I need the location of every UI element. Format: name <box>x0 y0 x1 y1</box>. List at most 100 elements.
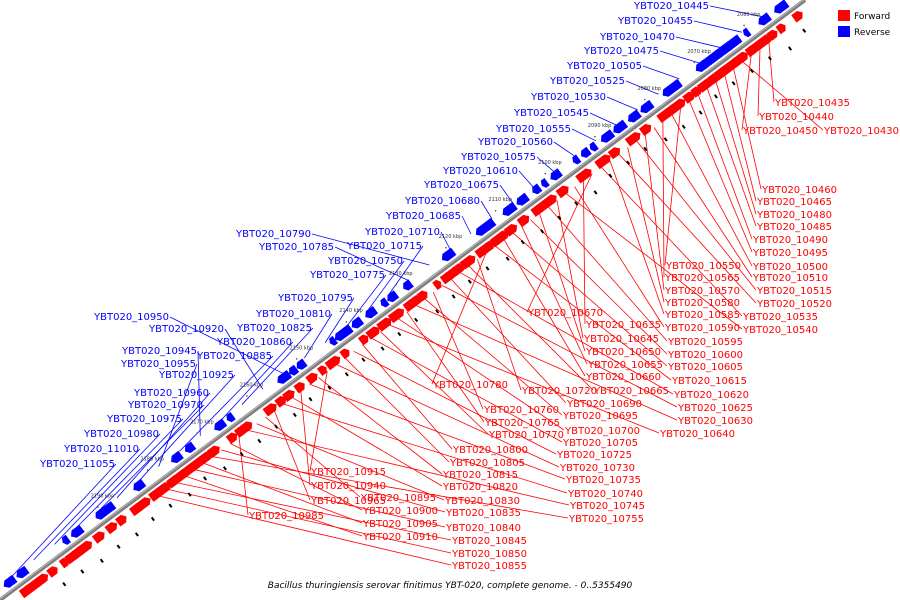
forward-gene-arrow[interactable] <box>494 230 509 244</box>
forward-gene-label[interactable]: YBT020_10650 <box>585 347 661 358</box>
forward-gene-label[interactable]: YBT020_10630 <box>677 416 753 427</box>
reverse-gene-label[interactable]: YBT020_10885 <box>196 351 272 362</box>
forward-gene-label[interactable]: YBT020_10830 <box>444 496 520 507</box>
reverse-gene-label[interactable]: YBT020_10945 <box>121 346 197 357</box>
forward-gene-label[interactable]: YBT020_10800 <box>452 445 528 456</box>
reverse-gene-arrow[interactable] <box>483 217 497 231</box>
forward-gene-label[interactable]: YBT020_10895 <box>360 493 436 504</box>
forward-gene-arrow[interactable] <box>104 522 118 535</box>
forward-gene-label[interactable]: YBT020_10900 <box>362 506 438 517</box>
reverse-gene-arrow[interactable] <box>742 27 752 38</box>
reverse-gene-arrow[interactable] <box>550 168 563 181</box>
reverse-gene-label[interactable]: YBT020_10445 <box>633 1 709 12</box>
forward-gene-label[interactable]: YBT020_10620 <box>673 390 749 401</box>
reverse-gene-label[interactable]: YBT020_10955 <box>120 359 196 370</box>
forward-gene-arrow[interactable] <box>91 531 105 544</box>
forward-gene-label[interactable]: YBT020_10635 <box>585 320 661 331</box>
forward-gene-label[interactable]: YBT020_10565 <box>664 273 740 284</box>
forward-gene-label[interactable]: YBT020_10570 <box>664 286 740 297</box>
forward-gene-arrow[interactable] <box>293 382 305 394</box>
reverse-gene-arrow[interactable] <box>365 306 379 319</box>
reverse-gene-arrow[interactable] <box>713 38 737 59</box>
forward-gene-label[interactable]: YBT020_10580 <box>664 298 740 309</box>
forward-gene-label[interactable]: YBT020_10915 <box>310 467 386 478</box>
forward-gene-label[interactable]: YBT020_10485 <box>756 222 832 233</box>
forward-gene-arrow[interactable] <box>503 224 518 237</box>
forward-gene-label[interactable]: YBT020_10850 <box>451 549 527 560</box>
forward-gene-label[interactable]: YBT020_10730 <box>559 463 635 474</box>
forward-gene-arrow[interactable] <box>76 540 92 556</box>
forward-gene-arrow[interactable] <box>188 459 202 472</box>
reverse-gene-arrow[interactable] <box>133 478 147 492</box>
forward-gene-label[interactable]: YBT020_10725 <box>556 450 632 461</box>
forward-gene-arrow[interactable] <box>115 514 127 527</box>
forward-gene-label[interactable]: YBT020_10965 <box>310 496 386 507</box>
forward-gene-label[interactable]: YBT020_10440 <box>758 112 834 123</box>
forward-gene-arrow[interactable] <box>607 147 621 160</box>
forward-gene-arrow[interactable] <box>791 11 803 23</box>
forward-gene-label[interactable]: YBT020_10910 <box>362 532 438 543</box>
reverse-gene-arrow[interactable] <box>600 129 616 143</box>
forward-gene-label[interactable]: YBT020_10670 <box>527 308 603 319</box>
forward-gene-label[interactable]: YBT020_10835 <box>445 508 521 519</box>
reverse-gene-label[interactable]: YBT020_10790 <box>235 229 311 240</box>
forward-gene-arrow[interactable] <box>594 154 611 170</box>
reverse-gene-arrow[interactable] <box>572 154 582 165</box>
reverse-gene-arrow[interactable] <box>277 370 293 384</box>
forward-gene-label[interactable]: YBT020_10740 <box>567 489 643 500</box>
forward-gene-label[interactable]: YBT020_10585 <box>664 310 740 321</box>
forward-gene-label[interactable]: YBT020_10690 <box>566 399 642 410</box>
forward-gene-arrow[interactable] <box>416 290 428 302</box>
reverse-gene-label[interactable]: YBT020_10925 <box>158 370 234 381</box>
reverse-gene-arrow[interactable] <box>387 290 400 303</box>
forward-gene-label[interactable]: YBT020_10660 <box>585 372 661 383</box>
reverse-gene-label[interactable]: YBT020_10470 <box>599 32 675 43</box>
forward-gene-arrow[interactable] <box>707 70 723 86</box>
forward-gene-label[interactable]: YBT020_10450 <box>742 126 818 137</box>
reverse-gene-label[interactable]: YBT020_10970 <box>127 400 203 411</box>
reverse-gene-label[interactable]: YBT020_10560 <box>477 137 553 148</box>
forward-gene-label[interactable]: YBT020_10720 <box>521 386 597 397</box>
reverse-gene-label[interactable]: YBT020_10775 <box>309 270 385 281</box>
forward-gene-arrow[interactable] <box>459 255 476 270</box>
forward-gene-arrow[interactable] <box>148 483 169 502</box>
reverse-gene-arrow[interactable] <box>628 109 642 123</box>
forward-gene-label[interactable]: YBT020_10515 <box>756 286 832 297</box>
reverse-gene-arrow[interactable] <box>613 119 629 134</box>
reverse-gene-arrow[interactable] <box>403 279 414 291</box>
reverse-gene-label[interactable]: YBT020_10710 <box>364 227 440 238</box>
forward-gene-arrow[interactable] <box>669 98 686 114</box>
forward-gene-label[interactable]: YBT020_10855 <box>451 561 527 572</box>
reverse-gene-arrow[interactable] <box>289 364 300 376</box>
forward-gene-label[interactable]: YBT020_10820 <box>442 482 518 493</box>
reverse-gene-arrow[interactable] <box>226 412 236 423</box>
reverse-gene-arrow[interactable] <box>296 358 308 370</box>
reverse-gene-label[interactable]: YBT020_10810 <box>255 309 331 320</box>
reverse-gene-arrow[interactable] <box>71 524 85 538</box>
reverse-gene-arrow[interactable] <box>61 534 71 545</box>
forward-gene-label[interactable]: YBT020_10535 <box>742 312 818 323</box>
reverse-gene-arrow[interactable] <box>214 418 228 431</box>
reverse-gene-arrow[interactable] <box>671 78 683 91</box>
forward-gene-label[interactable]: YBT020_10705 <box>562 438 638 449</box>
reverse-gene-label[interactable]: YBT020_10555 <box>495 124 571 135</box>
reverse-gene-label[interactable]: YBT020_10575 <box>460 152 536 163</box>
forward-gene-label[interactable]: YBT020_10605 <box>667 362 743 373</box>
forward-gene-label[interactable]: YBT020_10665 <box>593 386 669 397</box>
reverse-gene-label[interactable]: YBT020_10455 <box>617 16 693 27</box>
forward-gene-label[interactable]: YBT020_10480 <box>756 210 832 221</box>
forward-gene-arrow[interactable] <box>478 241 495 256</box>
reverse-gene-arrow[interactable] <box>3 574 18 588</box>
forward-gene-label[interactable]: YBT020_10550 <box>665 261 741 272</box>
forward-gene-arrow[interactable] <box>682 91 695 104</box>
forward-gene-label[interactable]: YBT020_10625 <box>677 403 753 414</box>
forward-gene-arrow[interactable] <box>225 432 237 445</box>
reverse-gene-label[interactable]: YBT020_10685 <box>385 211 461 222</box>
reverse-gene-label[interactable]: YBT020_10785 <box>258 242 334 253</box>
reverse-gene-label[interactable]: YBT020_10795 <box>277 293 353 304</box>
forward-gene-arrow[interactable] <box>638 124 652 136</box>
forward-gene-arrow[interactable] <box>755 34 772 49</box>
reverse-gene-label[interactable]: YBT020_10530 <box>530 92 606 103</box>
forward-gene-arrow[interactable] <box>357 334 369 346</box>
forward-gene-arrow[interactable] <box>696 78 713 93</box>
